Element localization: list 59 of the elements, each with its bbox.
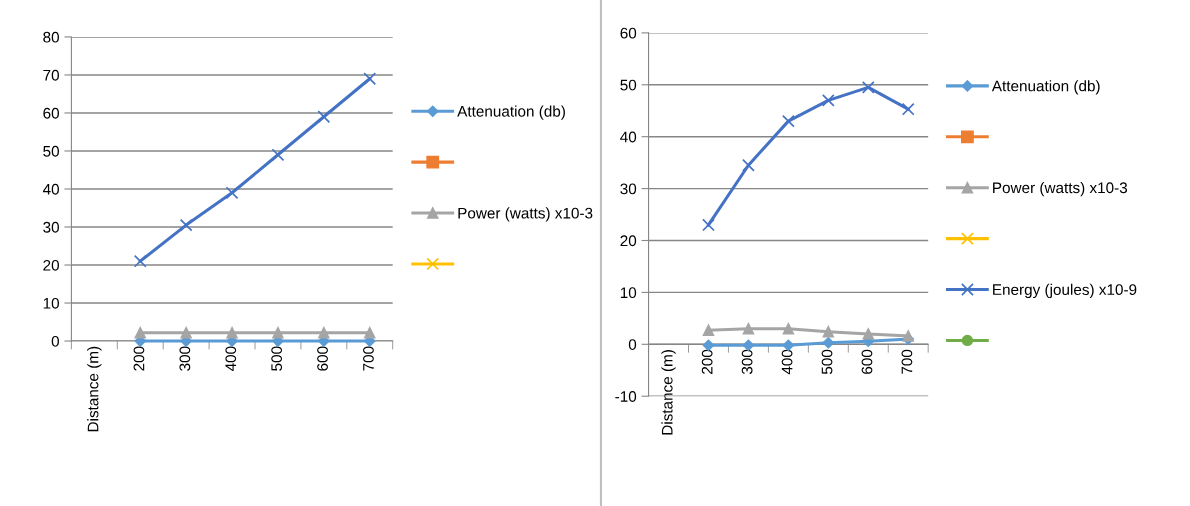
y-tick-label: 20 [620, 235, 637, 247]
legend-label: Attenuation (db) [991, 80, 1100, 95]
point [822, 326, 835, 338]
x-tick-label: 200 [701, 349, 713, 374]
y-tick-label: 40 [620, 131, 637, 143]
x-tick-label: 500 [271, 346, 283, 371]
y-tick-label: 40 [42, 183, 59, 195]
y-tick-label: 80 [43, 31, 59, 43]
point [702, 324, 715, 336]
point [271, 148, 285, 162]
y-tick-label: 0 [51, 335, 59, 347]
point [862, 328, 874, 340]
y-tick-label: 50 [43, 145, 59, 157]
y-tick-label: 10 [620, 287, 637, 299]
legend-label: Energy (joules) x10-9 [993, 283, 1137, 299]
legend-label: Attenuation (db) [457, 105, 565, 120]
point [742, 323, 755, 335]
x-tick-label: Distance (m) [87, 346, 102, 432]
y-tick-label: 0 [628, 339, 637, 350]
point [363, 72, 377, 86]
y-tick-label: -10 [615, 391, 637, 402]
point [225, 186, 239, 200]
point [901, 102, 915, 116]
x-tick-label: 500 [821, 349, 833, 375]
point [318, 326, 330, 339]
point [782, 323, 795, 335]
y-tick-label: 30 [43, 221, 59, 233]
legend-label: Power (watts) x10-3 [458, 207, 593, 222]
point [742, 158, 755, 172]
point [179, 218, 193, 232]
point [702, 218, 715, 232]
point [781, 114, 795, 128]
y-tick-label: 30 [620, 183, 637, 195]
y-tick-label: 60 [620, 27, 637, 39]
point [272, 326, 284, 339]
x-tick-label: 600 [861, 349, 873, 374]
point [861, 80, 875, 94]
point [317, 110, 331, 124]
y-tick-label: 10 [43, 297, 59, 309]
x-tick-label: 700 [901, 349, 913, 374]
y-tick-label: 70 [43, 69, 59, 81]
x-tick-label: 400 [225, 346, 237, 372]
x-tick-label: 700 [363, 346, 374, 371]
x-tick-label: 300 [179, 346, 191, 371]
legend-label: Power (watts) x10-3 [993, 181, 1128, 197]
point [133, 254, 147, 268]
x-tick-label: 200 [133, 346, 145, 371]
point [821, 93, 835, 107]
point [134, 326, 146, 339]
y-tick-label: 60 [43, 107, 59, 119]
y-tick-label: 50 [620, 79, 637, 91]
x-tick-label: 400 [781, 349, 793, 375]
x-tick-label: Distance (m) [661, 350, 676, 435]
x-tick-label: 300 [741, 349, 753, 375]
point [364, 326, 376, 339]
point [180, 326, 192, 339]
x-tick-label: 600 [317, 346, 328, 371]
point [226, 326, 238, 339]
y-tick-label: 20 [43, 259, 59, 271]
